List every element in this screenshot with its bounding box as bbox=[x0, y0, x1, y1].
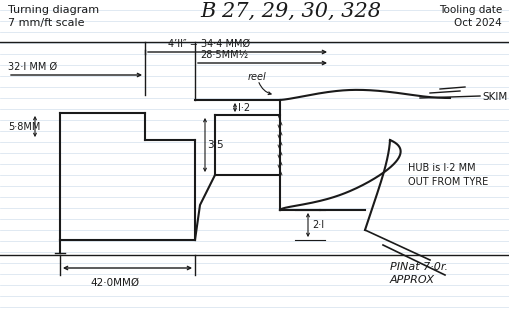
Text: 32·I MM Ø: 32·I MM Ø bbox=[8, 62, 57, 72]
Text: 5·8MM: 5·8MM bbox=[8, 122, 40, 132]
Text: reel: reel bbox=[248, 72, 267, 82]
Text: 42·0MMØ: 42·0MMØ bbox=[90, 278, 139, 288]
Text: 28·5MM½: 28·5MM½ bbox=[200, 50, 248, 60]
Text: Turning diagram
7 mm/ft scale: Turning diagram 7 mm/ft scale bbox=[8, 5, 99, 28]
Text: B 27, 29, 30, 328: B 27, 29, 30, 328 bbox=[200, 2, 381, 21]
Text: 4’II″ = 34·4 MMØ: 4’II″ = 34·4 MMØ bbox=[168, 39, 250, 49]
Text: 2·I: 2·I bbox=[312, 220, 324, 230]
Text: Tooling date
Oct 2024: Tooling date Oct 2024 bbox=[439, 5, 502, 28]
Text: 3·5: 3·5 bbox=[207, 140, 223, 150]
Text: HUB is I·2 MM
OUT FROM TYRE: HUB is I·2 MM OUT FROM TYRE bbox=[408, 163, 488, 187]
Text: I·2: I·2 bbox=[238, 103, 250, 113]
Text: SKIM: SKIM bbox=[482, 92, 507, 102]
Text: PINat 7·0r.
APPROX: PINat 7·0r. APPROX bbox=[390, 262, 448, 285]
